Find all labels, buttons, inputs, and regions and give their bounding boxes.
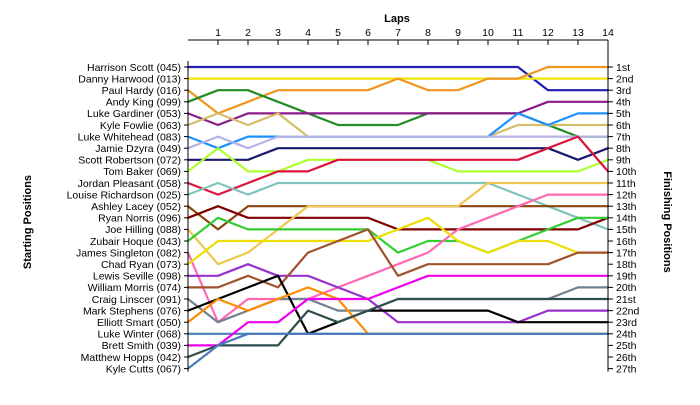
finish-position-label: 4th <box>616 97 631 109</box>
starting-position-label: Craig Linscer (091) <box>92 294 181 306</box>
finish-position-label: 10th <box>616 166 637 178</box>
series-line-3 <box>186 65 610 115</box>
y-axis-title-left: Starting Positions <box>22 175 34 269</box>
starting-position-label: Luke Gardiner (053) <box>87 108 181 120</box>
starting-position-label: Louise Richardson (025) <box>67 189 181 201</box>
finish-position-label: 1st <box>616 62 630 74</box>
series-line-25 <box>186 274 610 347</box>
starting-position-label: Tom Baker (069) <box>103 166 181 178</box>
starting-position-label: Harrison Scott (045) <box>87 62 181 74</box>
x-axis-title: Laps <box>384 13 410 25</box>
starting-position-label: Scott Robertson (072) <box>78 155 181 167</box>
labels: 1 2 3 4 5 6 7 8 9 10 11 12 13 141st2nd3rd4th5th6th7th… <box>67 27 640 375</box>
x-tick-label: 12 <box>542 27 554 39</box>
finish-position-label: 27th <box>616 363 637 375</box>
starting-position-label: Mark Stephens (076) <box>83 305 181 317</box>
series-line-19 <box>186 263 610 324</box>
finish-position-label: 24th <box>616 329 637 341</box>
x-tick-label: 6 <box>365 27 371 39</box>
finish-position-label: 14th <box>616 213 637 225</box>
series-line-5 <box>186 100 610 127</box>
finish-position-label: 26th <box>616 352 637 364</box>
finish-position-label: 15th <box>616 224 637 236</box>
starting-position-label: Jordan Pleasant (058) <box>78 178 181 190</box>
x-tick-label: 7 <box>395 27 401 39</box>
finish-position-label: 17th <box>616 247 637 259</box>
series-line-27 <box>186 332 610 370</box>
x-tick-label: 5 <box>335 27 341 39</box>
series-line-20 <box>186 228 610 289</box>
x-tick-label: 14 <box>602 27 614 39</box>
series-line-18 <box>186 216 610 266</box>
starting-position-label: James Singleton (082) <box>76 247 181 259</box>
starting-position-label: Joe Hilling (088) <box>105 224 181 236</box>
finish-position-label: 6th <box>616 120 631 132</box>
axes <box>184 39 613 372</box>
finish-position-label: 25th <box>616 340 637 352</box>
y-axis-title-right: Finishing Positions <box>661 171 673 272</box>
series-line-21 <box>186 286 610 324</box>
series-line-7 <box>186 112 610 150</box>
x-tick-label: 4 <box>305 27 311 39</box>
starting-position-label: Danny Harwood (013) <box>78 73 181 85</box>
starting-position-label: Ashley Lacey (052) <box>91 201 181 213</box>
starting-position-label: Matthew Hopps (042) <box>81 352 181 364</box>
starting-position-label: Elliott Smart (050) <box>97 317 181 329</box>
x-tick-label: 2 <box>245 27 251 39</box>
starting-position-label: Chad Ryan (073) <box>101 259 181 271</box>
starting-position-label: Luke Whitehead (083) <box>78 131 181 143</box>
finish-position-label: 20th <box>616 282 637 294</box>
x-tick-label: 9 <box>455 27 461 39</box>
finish-position-label: 16th <box>616 236 637 248</box>
finish-position-label: 9th <box>616 155 631 167</box>
series-line-15 <box>186 181 610 266</box>
x-tick-label: 8 <box>425 27 431 39</box>
series-lines <box>186 65 610 370</box>
series-line-9 <box>186 147 610 161</box>
finish-position-label: 12th <box>616 189 637 201</box>
starting-position-label: Zubair Hoque (043) <box>90 236 181 248</box>
series-line-17 <box>186 193 610 324</box>
starting-position-label: Andy King (099) <box>106 97 181 109</box>
x-tick-label: 1 <box>215 27 221 39</box>
starting-position-label: Ryan Norris (096) <box>98 213 181 225</box>
series-line-12 <box>186 181 610 231</box>
finish-position-label: 7th <box>616 131 631 143</box>
series-line-11 <box>186 135 610 196</box>
finish-position-label: 5th <box>616 108 631 120</box>
finish-position-label: 3rd <box>616 85 631 97</box>
x-tick-label: 13 <box>572 27 584 39</box>
x-tick-label: 11 <box>513 27 524 39</box>
finish-position-label: 13th <box>616 201 637 213</box>
series-line-26 <box>186 297 610 359</box>
series-line-16 <box>186 216 610 254</box>
finish-position-label: 21st <box>616 294 636 306</box>
x-tick-label: 10 <box>482 27 494 39</box>
starting-position-label: Jamie Dzyra (049) <box>95 143 181 155</box>
series-line-22 <box>186 274 610 335</box>
x-tick-label: 3 <box>275 27 281 39</box>
finish-position-label: 11th <box>616 178 636 190</box>
finish-position-label: 23rd <box>616 317 637 329</box>
finish-position-label: 2nd <box>616 73 634 85</box>
finish-position-label: 8th <box>616 143 631 155</box>
finish-position-label: 18th <box>616 259 637 271</box>
starting-position-label: Kyle Fowlie (063) <box>100 120 181 132</box>
series-line-14 <box>186 205 610 231</box>
starting-position-label: Lewis Seville (098) <box>93 271 181 283</box>
starting-position-label: Luke Winter (068) <box>98 329 181 341</box>
starting-position-label: Brett Smith (039) <box>102 340 181 352</box>
series-line-8 <box>186 135 610 150</box>
finish-position-label: 22nd <box>616 305 640 317</box>
finish-position-label: 19th <box>616 271 637 283</box>
starting-position-label: Kyle Cutts (067) <box>106 363 181 375</box>
starting-position-label: Paul Hardy (016) <box>102 85 181 97</box>
series-line-1 <box>186 65 610 92</box>
starting-position-label: William Morris (074) <box>88 282 181 294</box>
